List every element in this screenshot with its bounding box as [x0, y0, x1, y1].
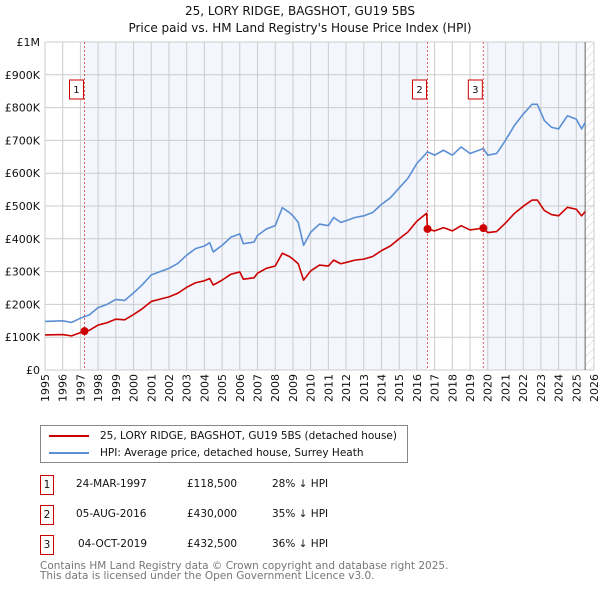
y-tick-label: £900K [5, 69, 41, 82]
x-tick-label: 2013 [358, 374, 371, 402]
sale-price: £430,000 [187, 508, 238, 520]
x-tick-label: 2006 [234, 374, 247, 402]
x-tick-label: 2024 [553, 374, 566, 402]
x-tick-label: 2019 [464, 374, 477, 402]
y-tick-label: £800K [5, 102, 41, 115]
x-tick-label: 2009 [287, 374, 300, 402]
y-tick-label: £500K [5, 200, 41, 213]
x-tick-label: 2008 [269, 374, 282, 402]
legend-swatch-blue [49, 452, 89, 454]
legend-item-hpi: HPI: Average price, detached house, Surr… [49, 446, 363, 460]
y-tick-label: £200K [5, 298, 41, 311]
sale-point [479, 224, 488, 233]
sale-badge: 3 [40, 535, 54, 555]
x-tick-label: 2018 [446, 374, 459, 402]
y-tick-label: £300K [5, 266, 41, 279]
sale-point [423, 224, 432, 233]
x-tick-label: 2017 [429, 374, 442, 402]
y-tick-label: £400K [5, 233, 41, 246]
y-tick-label: £0 [26, 364, 40, 377]
sale-hpi: 28% ↓ HPI [272, 478, 329, 490]
y-tick-label: £700K [5, 134, 41, 147]
legend-item-property: 25, LORY RIDGE, BAGSHOT, GU19 5BS (detac… [49, 429, 397, 443]
x-tick-label: 2002 [163, 374, 176, 402]
x-tick-label: 1999 [110, 374, 123, 402]
x-tick-label: 2004 [198, 374, 211, 402]
x-tick-label: 2011 [322, 374, 335, 402]
legend-label: 25, LORY RIDGE, BAGSHOT, GU19 5BS (detac… [100, 430, 397, 442]
sale-date: 24-MAR-1997 [76, 478, 147, 490]
x-tick-label: 2001 [145, 374, 158, 402]
y-tick-label: £100K [5, 331, 41, 344]
sale-label-box [412, 79, 428, 100]
footer-licence: This data is licensed under the Open Gov… [40, 570, 375, 582]
sale-label: 2 [416, 85, 422, 96]
legend-swatch-red [49, 435, 89, 437]
x-tick-label: 1997 [74, 374, 87, 402]
sale-label: 3 [472, 85, 478, 96]
sale-hpi: 36% ↓ HPI [272, 538, 329, 550]
x-tick-label: 2022 [517, 374, 530, 402]
chart-subtitle: Price paid vs. HM Land Registry's House … [128, 21, 471, 35]
x-tick-label: 2003 [181, 374, 194, 402]
y-tick-label: £600K [5, 167, 41, 180]
x-tick-label: 2026 [588, 374, 600, 402]
y-tick-label: £1M [17, 36, 41, 49]
x-tick-label: 2020 [482, 374, 495, 402]
x-tick-label: 2025 [570, 374, 583, 402]
x-tick-label: 2015 [393, 374, 406, 402]
legend-label: HPI: Average price, detached house, Surr… [100, 447, 364, 459]
sale-label-box [467, 79, 483, 100]
x-tick-label: 2014 [375, 374, 388, 402]
chart-title: 25, LORY RIDGE, BAGSHOT, GU19 5BS [185, 4, 415, 18]
hpi-line [44, 103, 586, 324]
sale-label-box [68, 79, 84, 100]
x-tick-label: 1998 [92, 374, 105, 402]
price-paid-line [44, 199, 586, 337]
x-tick-label: 2012 [340, 374, 353, 402]
sale-label: 1 [73, 85, 79, 96]
x-tick-label: 2023 [535, 374, 548, 402]
footer-copyright: Contains HM Land Registry data © Crown c… [40, 560, 449, 572]
x-tick-label: 2021 [499, 374, 512, 402]
sale-date: 04-OCT-2019 [78, 538, 147, 550]
x-tick-label: 2005 [216, 374, 229, 402]
legend: 25, LORY RIDGE, BAGSHOT, GU19 5BS (detac… [40, 425, 408, 463]
sale-point [80, 327, 89, 336]
x-tick-label: 1996 [57, 374, 70, 402]
x-tick-label: 2000 [128, 374, 141, 402]
x-tick-label: 2007 [252, 374, 265, 402]
price-chart: 25, LORY RIDGE, BAGSHOT, GU19 5BS Price … [5, 4, 600, 402]
sale-badge: 2 [40, 505, 54, 525]
sale-badge: 1 [40, 475, 54, 495]
x-tick-label: 1995 [39, 374, 52, 402]
sale-date: 05-AUG-2016 [76, 508, 147, 520]
x-tick-label: 2010 [305, 374, 318, 402]
sale-price: £118,500 [187, 478, 238, 490]
x-tick-label: 2016 [411, 374, 424, 402]
sale-price: £432,500 [187, 538, 238, 550]
sale-hpi: 35% ↓ HPI [272, 508, 329, 520]
